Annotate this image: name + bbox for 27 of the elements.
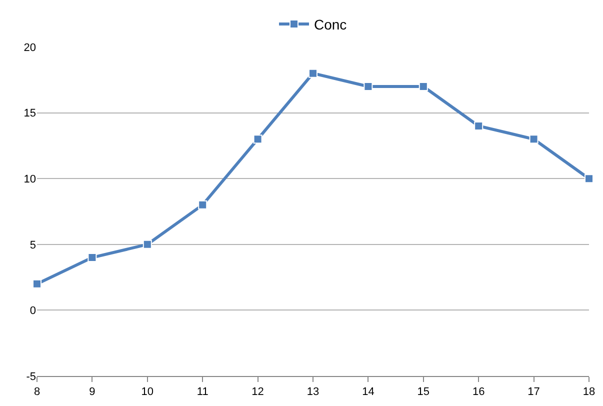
x-tick-label: 14	[362, 386, 374, 398]
y-tick-label: 20	[24, 42, 36, 54]
point	[253, 134, 262, 144]
point	[474, 121, 484, 130]
point	[198, 200, 208, 210]
x-tick-label: 8	[34, 386, 40, 398]
x-tick-label: 16	[472, 386, 485, 398]
x-tick-label: 17	[528, 386, 540, 398]
y-tick-label: 5	[30, 239, 36, 252]
point	[88, 253, 97, 262]
x-tick-label: 10	[141, 386, 154, 398]
x-tick-label: 9	[89, 386, 96, 398]
x-tick-label: 15	[417, 386, 430, 398]
y-tick-label: 15	[24, 108, 36, 120]
x-tick-label: 11	[196, 386, 208, 398]
y-tick-label: 0	[30, 305, 36, 318]
x-tick-label: 12	[252, 386, 264, 398]
point	[142, 240, 152, 249]
x-tick-label: 13	[306, 386, 320, 398]
y-tick-label: -5	[26, 370, 36, 383]
point	[32, 279, 42, 288]
y-tick-label: 10	[24, 173, 36, 186]
point	[529, 134, 538, 144]
point	[584, 174, 594, 184]
x-tick-label: 18	[582, 386, 596, 398]
point	[308, 68, 318, 78]
legend-label: Conc	[314, 16, 347, 32]
